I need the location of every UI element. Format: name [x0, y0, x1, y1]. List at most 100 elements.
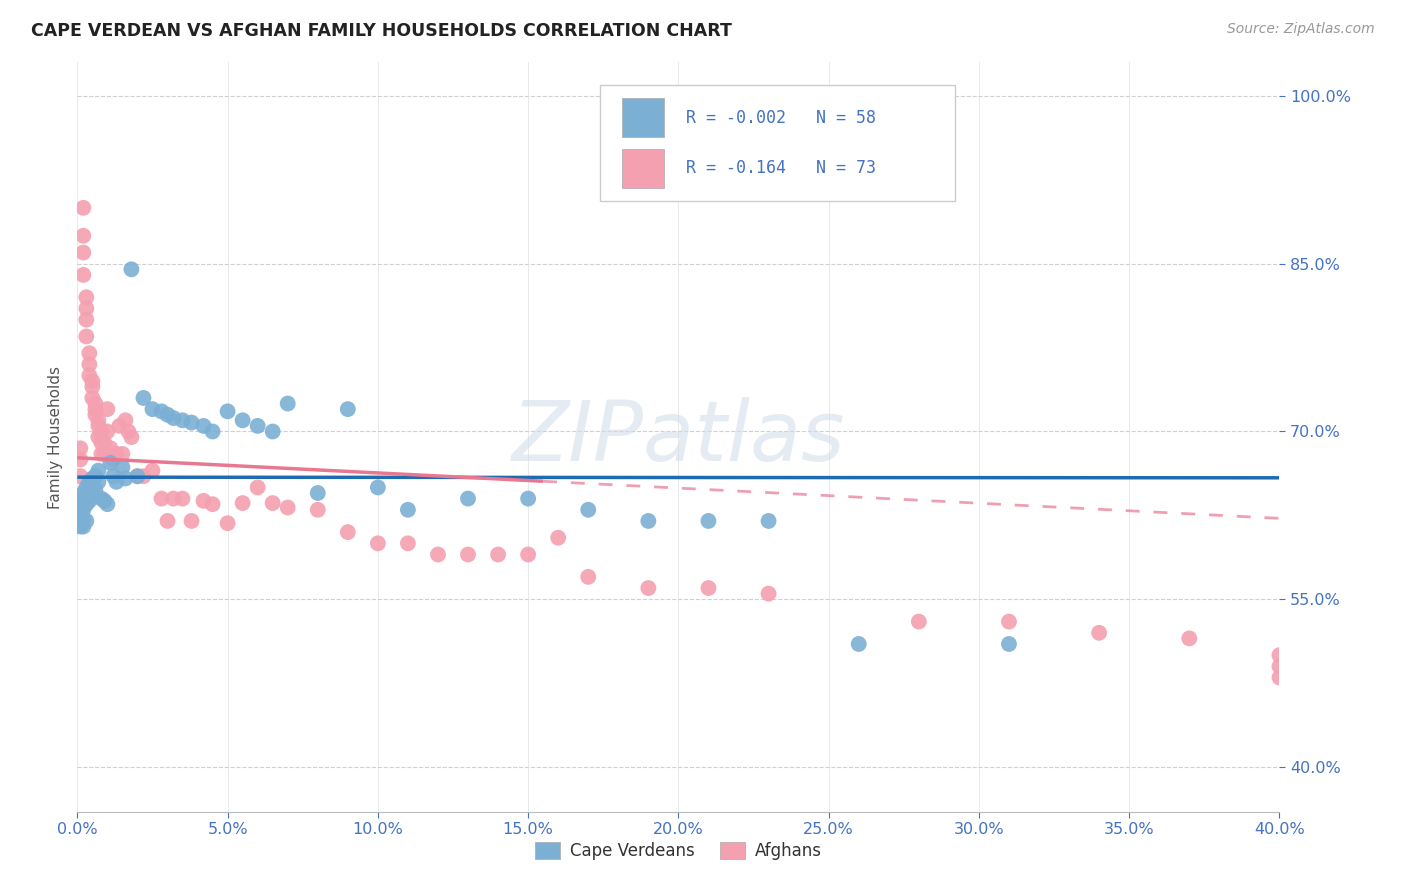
- Point: [82, 380, 104, 394]
- Point: [100, 456, 122, 470]
- Point: [637, 581, 659, 595]
- Point: [93, 493, 115, 508]
- Point: [156, 514, 179, 528]
- Point: [150, 491, 173, 506]
- Point: [105, 475, 128, 489]
- Point: [697, 581, 720, 595]
- Point: [111, 447, 134, 461]
- Point: [396, 502, 419, 516]
- Point: [132, 391, 155, 405]
- Point: [75, 480, 97, 494]
- Point: [103, 469, 125, 483]
- Point: [217, 404, 239, 418]
- Point: [457, 491, 479, 506]
- Point: [277, 396, 299, 410]
- Point: [576, 570, 599, 584]
- FancyBboxPatch shape: [600, 85, 955, 201]
- Point: [517, 491, 540, 506]
- Point: [96, 497, 118, 511]
- Point: [486, 548, 509, 562]
- Point: [75, 312, 97, 326]
- Point: [217, 516, 239, 531]
- Point: [1178, 632, 1201, 646]
- FancyBboxPatch shape: [621, 98, 664, 137]
- Point: [427, 548, 450, 562]
- Point: [75, 301, 97, 316]
- Point: [172, 413, 194, 427]
- Point: [96, 402, 118, 417]
- Text: ZIPatlas: ZIPatlas: [512, 397, 845, 477]
- Point: [75, 514, 97, 528]
- Point: [69, 497, 91, 511]
- Point: [201, 425, 224, 439]
- Point: [84, 396, 107, 410]
- Point: [82, 471, 104, 485]
- Point: [758, 587, 780, 601]
- Point: [90, 425, 112, 439]
- Point: [111, 460, 134, 475]
- Point: [79, 483, 101, 497]
- Point: [637, 514, 659, 528]
- Point: [367, 536, 389, 550]
- Point: [79, 346, 101, 360]
- Point: [75, 329, 97, 343]
- Point: [127, 469, 149, 483]
- Point: [84, 469, 107, 483]
- Point: [79, 358, 101, 372]
- Point: [84, 408, 107, 422]
- Point: [172, 491, 194, 506]
- Point: [72, 493, 94, 508]
- Point: [72, 512, 94, 526]
- Point: [72, 228, 94, 243]
- Point: [90, 447, 112, 461]
- Point: [162, 491, 184, 506]
- Point: [262, 496, 284, 510]
- Point: [84, 483, 107, 497]
- Point: [367, 480, 389, 494]
- Point: [998, 637, 1021, 651]
- Point: [96, 425, 118, 439]
- Point: [1268, 659, 1291, 673]
- Y-axis label: Family Households: Family Households: [48, 366, 63, 508]
- Point: [69, 508, 91, 523]
- Point: [87, 464, 110, 478]
- Point: [82, 486, 104, 500]
- Point: [201, 497, 224, 511]
- Text: R = -0.164   N = 73: R = -0.164 N = 73: [686, 159, 876, 178]
- Point: [72, 201, 94, 215]
- Point: [82, 374, 104, 388]
- Point: [69, 442, 91, 456]
- Point: [193, 418, 215, 433]
- Point: [100, 442, 122, 456]
- Legend: Cape Verdeans, Afghans: Cape Verdeans, Afghans: [529, 836, 828, 867]
- Point: [90, 491, 112, 506]
- Point: [75, 489, 97, 503]
- Point: [517, 548, 540, 562]
- Point: [998, 615, 1021, 629]
- Point: [79, 475, 101, 489]
- Point: [697, 514, 720, 528]
- Point: [105, 447, 128, 461]
- Point: [547, 531, 569, 545]
- Point: [162, 411, 184, 425]
- Point: [336, 525, 359, 540]
- Point: [132, 469, 155, 483]
- Point: [79, 368, 101, 383]
- Point: [246, 480, 269, 494]
- Point: [262, 425, 284, 439]
- Point: [69, 519, 91, 533]
- Point: [117, 425, 139, 439]
- Point: [93, 447, 115, 461]
- Point: [72, 502, 94, 516]
- Point: [82, 391, 104, 405]
- Point: [232, 413, 254, 427]
- Point: [150, 404, 173, 418]
- Point: [75, 497, 97, 511]
- Point: [307, 502, 329, 516]
- Point: [69, 491, 91, 506]
- Point: [336, 402, 359, 417]
- Point: [848, 637, 870, 651]
- Point: [114, 471, 136, 485]
- Point: [180, 416, 202, 430]
- Point: [72, 245, 94, 260]
